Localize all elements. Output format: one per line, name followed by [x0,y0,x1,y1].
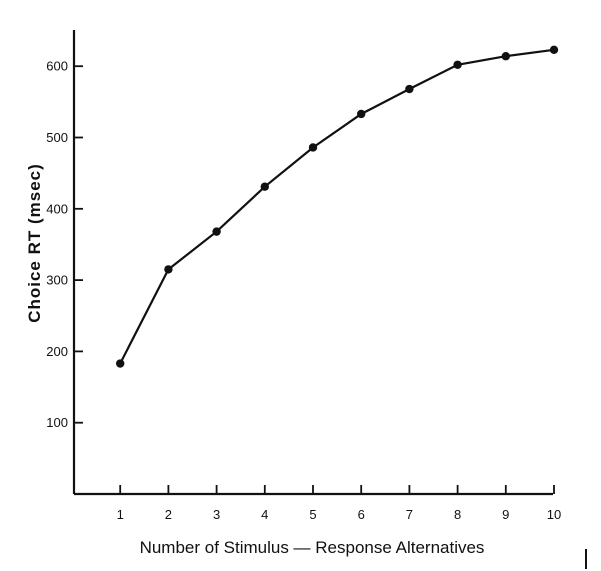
data-point [260,182,269,191]
y-ticks: 100 200 300 400 500 600 [46,59,83,430]
y-tick-label: 100 [46,415,68,430]
y-axis-title: Choice RT (msec) [25,163,44,323]
x-tick-label: 4 [261,507,268,522]
data-point [405,84,414,94]
x-tick-label: 3 [213,507,220,522]
y-tick-label: 600 [46,59,68,74]
y-tick-label: 200 [46,344,68,359]
x-tick-label: 10 [547,507,561,522]
x-ticks: 1 2 3 4 5 6 7 8 9 10 [117,485,561,522]
x-tick-label: 8 [454,507,461,522]
x-tick-label: 5 [309,507,316,522]
x-tick-label: 7 [406,507,413,522]
data-point [357,109,366,119]
series-group [116,45,559,368]
axes [72,30,553,496]
x-tick-label: 6 [358,507,365,522]
data-point [164,265,173,274]
y-tick-label: 300 [46,273,68,288]
x-tick-label: 1 [117,507,124,522]
x-tick-label: 9 [502,507,509,522]
data-point [116,359,125,368]
x-axis-title: Number of Stimulus — Response Alternativ… [140,538,485,557]
data-point [549,45,559,55]
y-tick-label: 500 [46,130,68,145]
x-tick-label: 2 [165,507,172,522]
series-line [119,48,555,365]
data-point [212,227,221,236]
data-point [501,52,510,61]
data-point [308,143,318,152]
data-point [453,60,462,69]
y-tick-label: 400 [46,201,68,216]
